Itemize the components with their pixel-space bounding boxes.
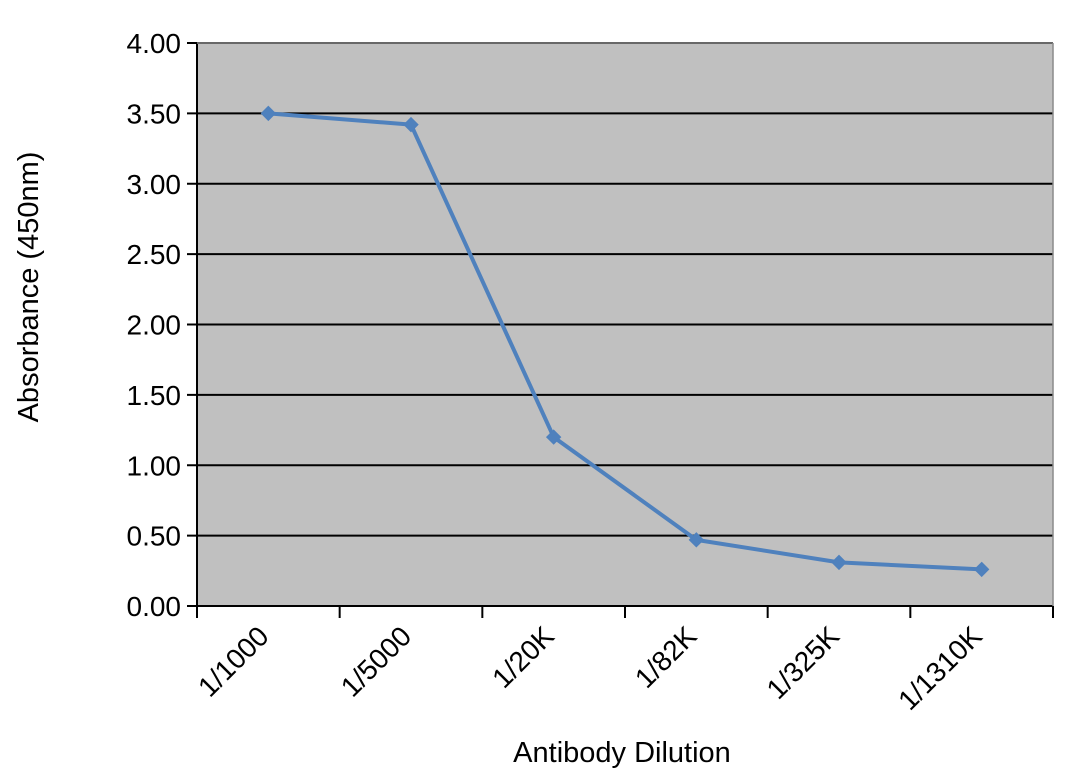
x-tick-label: 1/325K	[761, 620, 846, 705]
y-tick-label: 0.00	[127, 591, 182, 622]
x-tick-labels: 1/1000 1/5000 1/20K 1/82K 1/325K 1/1310K	[192, 620, 988, 716]
data-point	[260, 105, 277, 122]
data-point	[403, 116, 419, 133]
y-tick-label: 4.00	[127, 28, 182, 59]
y-tick-labels: 0.00 0.50 1.00 1.50 2.00 2.50 3.00 3.50 4.00	[127, 28, 182, 622]
y-tick-label: 1.00	[127, 450, 182, 481]
x-tick-label: 1/5000	[335, 620, 417, 702]
x-tick-label: 1/1000	[192, 620, 274, 702]
series-line	[266, 111, 984, 572]
y-tick-label: 1.50	[127, 380, 182, 411]
y-tick-label: 3.50	[127, 98, 182, 129]
y-tick-label: 3.00	[127, 169, 182, 200]
y-tick-label: 0.50	[127, 521, 182, 552]
y-axis-title: Absorbance (450nm)	[13, 152, 45, 423]
data-point	[688, 532, 705, 548]
data-point	[545, 429, 562, 445]
y-tick-label: 2.50	[127, 239, 182, 270]
x-tick-label: 1/1310K	[892, 620, 988, 716]
x-tick-label: 1/20K	[486, 620, 560, 694]
axes	[187, 42, 1054, 618]
data-point	[973, 561, 990, 578]
x-axis-title: Antibody Dilution	[513, 737, 731, 769]
series-group	[260, 105, 990, 578]
y-tick-label: 2.00	[127, 310, 182, 341]
x-tick-label: 1/82K	[629, 620, 703, 694]
data-point	[831, 554, 847, 571]
